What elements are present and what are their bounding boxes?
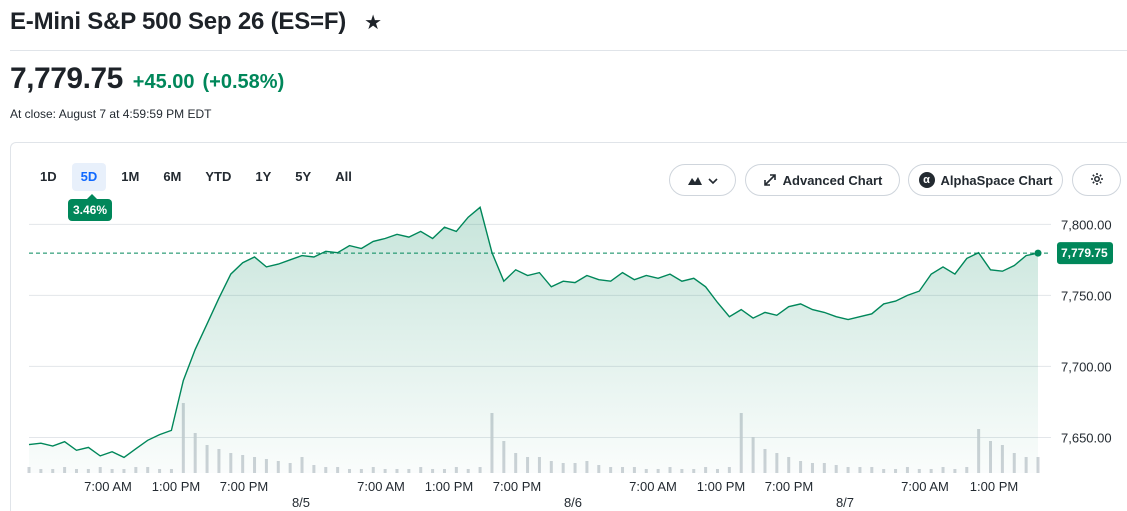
price-chart[interactable]: 7,800.00 7,750.00 7,700.00 7,650.00 7,779.75… bbox=[11, 143, 1127, 511]
header-divider bbox=[10, 50, 1127, 51]
chevron-down-icon bbox=[707, 173, 718, 188]
x-time-label: 1:00 PM bbox=[152, 479, 200, 494]
alphaspace-chart-label: AlphaSpace Chart bbox=[940, 172, 1053, 188]
expand-icon bbox=[763, 173, 777, 187]
x-date-label: 8/5 bbox=[292, 495, 310, 510]
y-tick-label: 7,800.00 bbox=[1061, 217, 1112, 232]
range-1m[interactable]: 1M bbox=[121, 169, 140, 184]
range-ytd[interactable]: YTD bbox=[205, 169, 232, 184]
x-time-label: 7:00 PM bbox=[220, 479, 268, 494]
alphaspace-chart-button[interactable]: α AlphaSpace Chart bbox=[908, 164, 1063, 196]
price-line bbox=[28, 206, 1039, 459]
gear-icon bbox=[1090, 172, 1104, 189]
star-icon[interactable]: ★ bbox=[364, 11, 383, 34]
x-time-label: 7:00 AM bbox=[84, 479, 132, 494]
chart-type-button[interactable] bbox=[669, 164, 736, 196]
price-change-percent: (+0.58%) bbox=[202, 71, 285, 93]
x-time-label: 7:00 PM bbox=[765, 479, 813, 494]
range-1d[interactable]: 1D bbox=[40, 169, 57, 184]
price-area bbox=[29, 207, 1038, 474]
range-all[interactable]: All bbox=[335, 169, 352, 184]
close-time: At close: August 7 at 4:59:59 PM EDT bbox=[10, 107, 212, 121]
range-6m[interactable]: 6M bbox=[163, 169, 182, 184]
x-time-label: 7:00 PM bbox=[493, 479, 541, 494]
alpha-icon: α bbox=[918, 172, 935, 188]
x-time-label: 1:00 PM bbox=[425, 479, 473, 494]
x-date-label: 8/7 bbox=[836, 495, 854, 510]
page-title: E-Mini S&P 500 Sep 26 (ES=F) bbox=[10, 8, 347, 35]
x-time-label: 7:00 AM bbox=[629, 479, 677, 494]
performance-badge: 3.46% bbox=[68, 194, 113, 221]
range-5d[interactable]: 5D bbox=[71, 163, 107, 191]
y-tick-label: 7,650.00 bbox=[1061, 430, 1112, 445]
title-row: E-Mini S&P 500 Sep 26 (ES=F) ★ bbox=[10, 6, 382, 38]
mountain-chart-icon bbox=[687, 175, 702, 185]
last-price-tag bbox=[1057, 242, 1113, 265]
range-selector: 1D 5D 1M 6M YTD 1Y 5Y All bbox=[11, 163, 364, 191]
price-change: +45.00 bbox=[132, 71, 195, 93]
x-time-label: 7:00 AM bbox=[901, 479, 949, 494]
x-time-label: 1:00 PM bbox=[970, 479, 1018, 494]
range-5y[interactable]: 5Y bbox=[295, 169, 312, 184]
range-1y[interactable]: 1Y bbox=[255, 169, 272, 184]
x-time-label: 7:00 AM bbox=[357, 479, 405, 494]
chart-card: 7,800.00 7,750.00 7,700.00 7,650.00 7,779.75… bbox=[10, 142, 1127, 511]
settings-button[interactable] bbox=[1072, 164, 1121, 196]
advanced-chart-button[interactable]: Advanced Chart bbox=[745, 164, 900, 196]
last-price-dot bbox=[1034, 249, 1042, 257]
quote-row: 7,779.75 +45.00 (+0.58%) bbox=[10, 62, 284, 96]
last-price-label: 7,779.75 bbox=[1061, 246, 1108, 260]
advanced-chart-label: Advanced Chart bbox=[782, 172, 883, 188]
x-time-label: 1:00 PM bbox=[697, 479, 745, 494]
y-tick-label: 7,700.00 bbox=[1061, 359, 1112, 374]
x-date-label: 8/6 bbox=[564, 495, 582, 510]
y-tick-label: 7,750.00 bbox=[1061, 288, 1112, 303]
current-price: 7,779.75 bbox=[10, 62, 123, 95]
